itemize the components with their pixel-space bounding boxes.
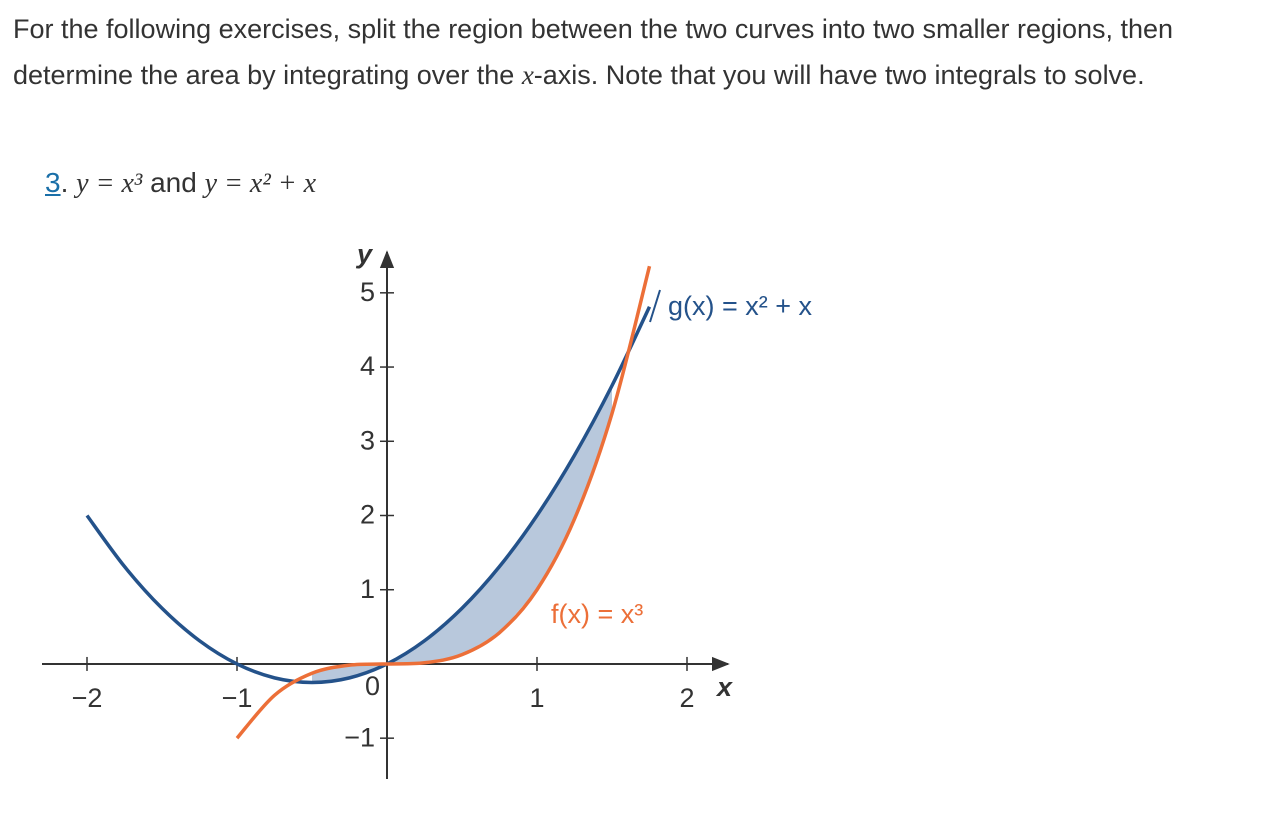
exercise: 3. y = x³ and y = x² + x bbox=[45, 160, 316, 207]
x-tick-label: 2 bbox=[679, 683, 694, 713]
y-tick-label: −1 bbox=[344, 722, 375, 752]
math-variable: x bbox=[521, 60, 534, 90]
x-tick-label: 1 bbox=[529, 683, 544, 713]
curve-label: g(x) = x² + x bbox=[668, 291, 813, 321]
equation: y = x³ bbox=[76, 168, 143, 199]
y-tick-label: 4 bbox=[360, 351, 375, 381]
shaded-region bbox=[312, 385, 612, 683]
y-tick-label: 2 bbox=[360, 500, 375, 530]
exercise-number[interactable]: 3 bbox=[45, 167, 61, 198]
x-axis-label: x bbox=[715, 672, 733, 702]
intro-paragraph: For the following exercises, split the r… bbox=[13, 6, 1268, 98]
origin-label: 0 bbox=[365, 671, 380, 701]
equation: y = x² + x bbox=[204, 168, 317, 199]
y-tick-label: 3 bbox=[360, 425, 375, 455]
y-tick-label: 1 bbox=[360, 574, 375, 604]
number-suffix: . bbox=[60, 167, 69, 198]
curve-label: f(x) = x³ bbox=[551, 599, 643, 629]
x-tick-label: −1 bbox=[222, 683, 253, 713]
x-tick-label: −2 bbox=[72, 683, 103, 713]
curve bbox=[85, 305, 652, 685]
curve bbox=[235, 265, 652, 740]
intro-text: For the following exercises, split the r… bbox=[13, 14, 1174, 90]
y-axis-label: y bbox=[355, 239, 374, 269]
leader-line bbox=[649, 289, 661, 323]
intro-text: -axis. Note that you will have two integ… bbox=[533, 60, 1145, 90]
joiner: and bbox=[150, 167, 197, 198]
y-tick-label: 5 bbox=[360, 277, 375, 307]
